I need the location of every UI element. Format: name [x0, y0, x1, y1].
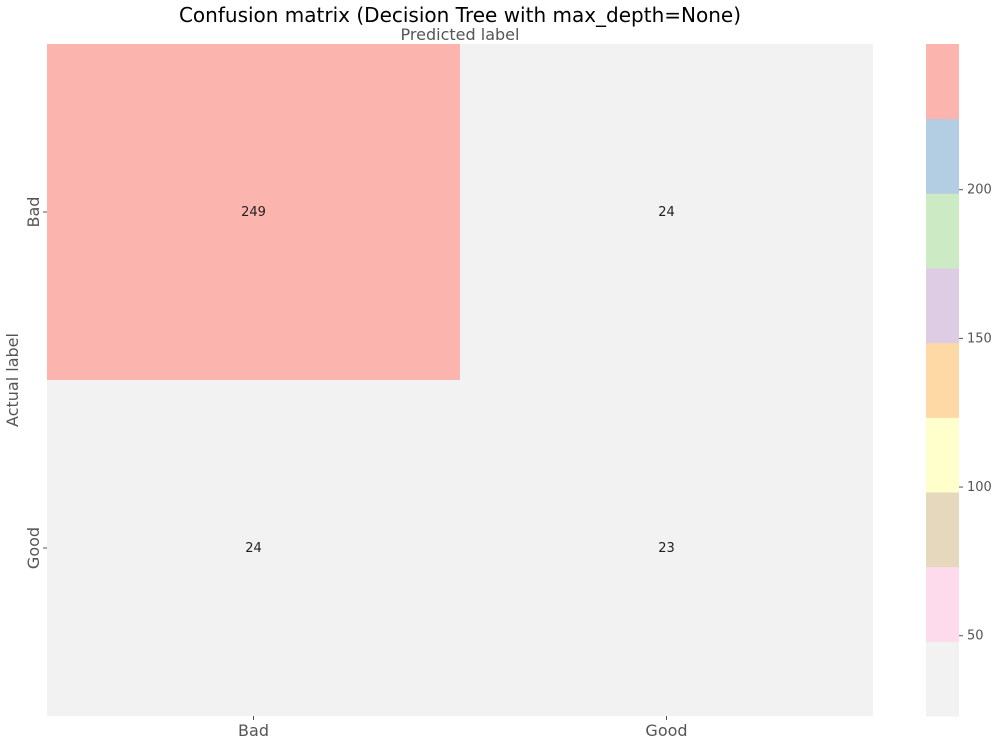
heatmap-cells: 249 24 24 23	[47, 44, 873, 716]
colorbar-segment	[926, 118, 959, 194]
heatmap-cell	[47, 380, 460, 716]
heatmap-cell	[460, 44, 873, 380]
cell-value-label: 249	[241, 205, 266, 220]
chart-title: Confusion matrix (Decision Tree with max…	[179, 3, 741, 27]
colorbar-segment	[926, 566, 959, 642]
colorbar-segment	[926, 342, 959, 418]
x-tick-label: Good	[645, 721, 687, 740]
x-tick-labels: Bad Good	[238, 716, 688, 740]
colorbar-segment	[926, 417, 959, 493]
y-tick-label: Good	[24, 527, 43, 569]
colorbar: 50 100 150 200	[926, 44, 992, 717]
cell-value-label: 24	[245, 541, 262, 556]
colorbar-segment	[926, 268, 959, 344]
colorbar-segment	[926, 492, 959, 568]
x-axis-label: Predicted label	[401, 25, 520, 44]
colorbar-segment	[926, 193, 959, 269]
colorbar-segment	[926, 44, 959, 120]
heatmap-cell	[47, 44, 460, 380]
heatmap-cell	[460, 380, 873, 716]
colorbar-segment	[926, 641, 959, 717]
colorbar-tick-label: 100	[967, 480, 992, 495]
cell-value-label: 23	[658, 541, 675, 556]
x-tick-label: Bad	[238, 721, 269, 740]
colorbar-tick-label: 50	[967, 629, 984, 644]
cell-value-label: 24	[658, 205, 675, 220]
colorbar-tick-label: 200	[967, 183, 992, 198]
y-tick-label: Bad	[24, 197, 43, 228]
y-axis-label: Actual label	[3, 333, 22, 427]
y-tick-labels: Bad Good	[24, 197, 47, 569]
colorbar-tick-label: 150	[967, 331, 992, 346]
